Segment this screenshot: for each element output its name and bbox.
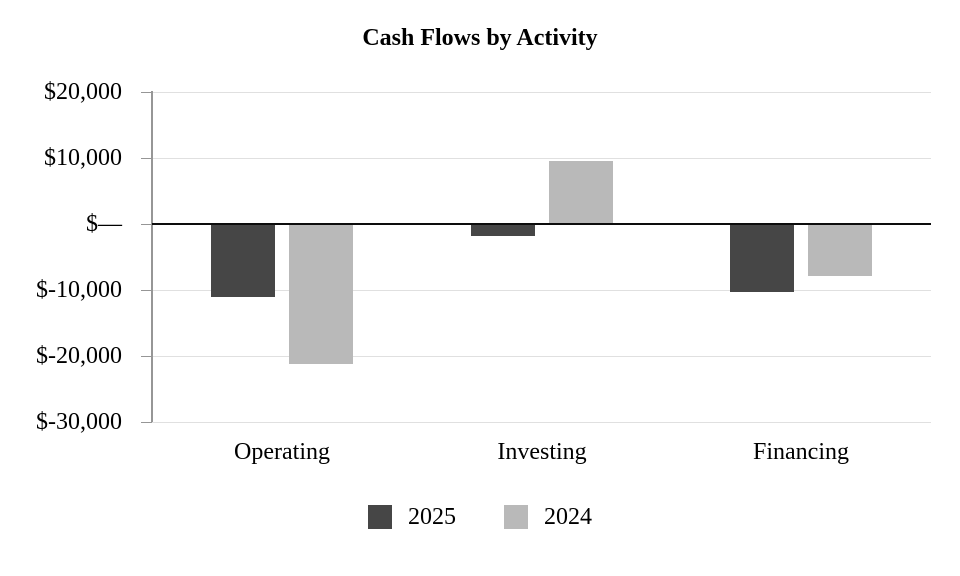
y-axis-label: $10,000 xyxy=(44,145,122,171)
legend-swatch-2024 xyxy=(504,505,528,529)
legend-label-2025: 2025 xyxy=(408,504,456,530)
zero-axis-line xyxy=(152,223,931,225)
category-label-operating: Operating xyxy=(234,439,330,465)
y-axis-tick xyxy=(141,92,152,93)
y-axis-tick xyxy=(141,356,152,357)
bar-2024-operating xyxy=(289,224,353,364)
y-axis-label: $-10,000 xyxy=(36,277,122,303)
bar-2025-financing xyxy=(730,224,794,292)
bar-2025-investing xyxy=(471,224,535,236)
y-axis-label: $-20,000 xyxy=(36,343,122,369)
y-axis-tick xyxy=(141,158,152,159)
legend-swatch-2025 xyxy=(368,505,392,529)
gridline xyxy=(152,422,931,423)
bar-2024-investing xyxy=(549,161,613,224)
legend-item-2025: 2025 xyxy=(368,502,456,532)
legend-item-2024: 2024 xyxy=(504,502,592,532)
gridline xyxy=(152,92,931,93)
y-axis-label: $— xyxy=(86,211,122,237)
category-label-investing: Investing xyxy=(497,439,587,465)
bar-2025-operating xyxy=(211,224,275,297)
y-axis-tick xyxy=(141,290,152,291)
legend-label-2024: 2024 xyxy=(544,504,592,530)
y-axis-label: $20,000 xyxy=(44,79,122,105)
category-label-financing: Financing xyxy=(753,439,849,465)
bar-2024-financing xyxy=(808,224,872,276)
gridline xyxy=(152,158,931,159)
y-axis-label: $-30,000 xyxy=(36,409,122,435)
y-axis-tick xyxy=(141,422,152,423)
legend: 2025 2024 xyxy=(0,502,960,532)
gridline xyxy=(152,356,931,357)
gridline xyxy=(152,290,931,291)
y-axis-line xyxy=(151,91,153,422)
chart-title: Cash Flows by Activity xyxy=(362,25,598,51)
y-axis-tick xyxy=(141,224,152,225)
